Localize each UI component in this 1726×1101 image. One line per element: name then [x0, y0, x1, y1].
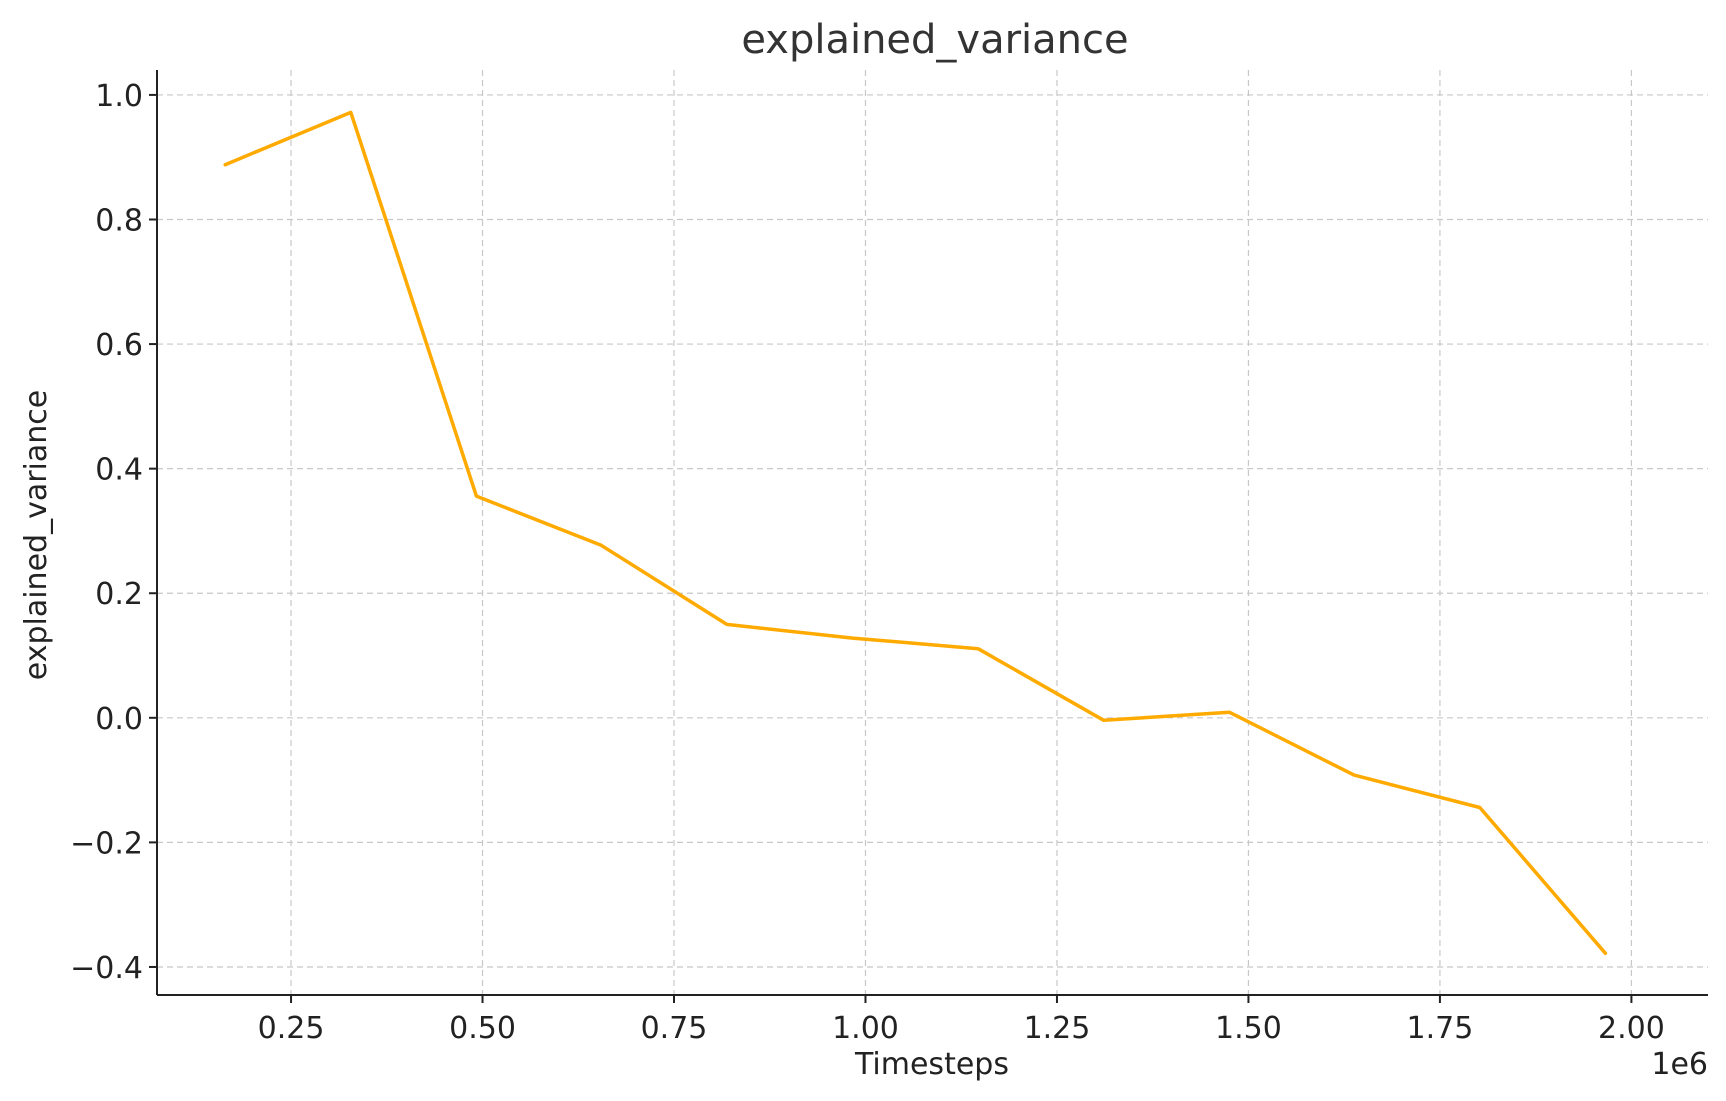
x-tick-label: 0.50	[449, 1011, 516, 1046]
series-line	[223, 110, 1608, 956]
grid	[157, 70, 1708, 995]
series-0	[223, 110, 1608, 956]
y-tick-label: 0.4	[95, 453, 143, 488]
x-tick-label: 2.00	[1598, 1011, 1665, 1046]
x-axis-offset-label: 1e6	[1651, 1047, 1708, 1082]
x-tick-label: 1.75	[1407, 1011, 1474, 1046]
y-tick-label: 0.6	[95, 328, 143, 363]
x-tick-label: 1.25	[1024, 1011, 1091, 1046]
y-axis-label: explained_variance	[19, 390, 54, 680]
x-tick-label: 1.00	[832, 1011, 899, 1046]
y-tick-label: 0.0	[95, 702, 143, 737]
x-tick-label: 0.25	[258, 1011, 325, 1046]
y-tick-label: −0.2	[70, 826, 143, 861]
x-axis-label: Timesteps	[854, 1047, 1009, 1082]
x-ticks: 0.25 0.50 0.75 1.00 1.25 1.50 1.75 2.00	[258, 995, 1665, 1046]
y-tick-label: 1.0	[95, 79, 143, 114]
y-tick-label: 0.2	[95, 577, 143, 612]
axes	[156, 70, 1708, 996]
chart-title: explained_variance	[741, 17, 1128, 63]
series-layer	[223, 110, 1608, 956]
x-tick-label: 1.50	[1215, 1011, 1282, 1046]
y-tick-label: −0.4	[70, 951, 143, 986]
y-ticks: −0.4 −0.2 0.0 0.2 0.4 0.6 0.8 1.0	[70, 79, 157, 986]
x-tick-label: 0.75	[641, 1011, 708, 1046]
y-tick-label: 0.8	[95, 203, 143, 238]
